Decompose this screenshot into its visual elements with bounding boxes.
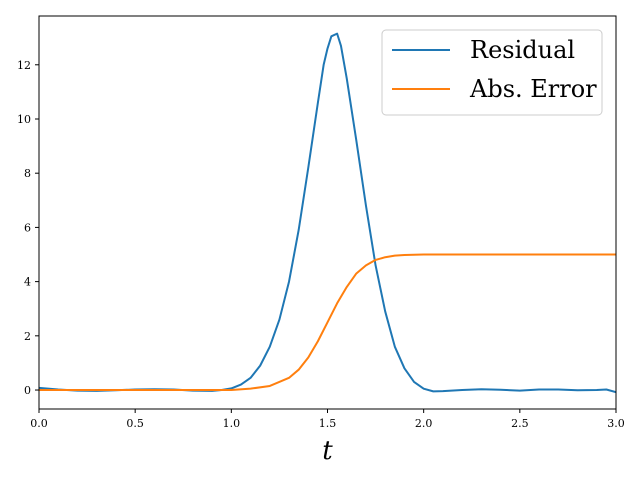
plot-area: [39, 32, 616, 394]
y-tick-label: 8: [24, 167, 31, 180]
legend-label: Residual: [470, 36, 575, 64]
y-tick-label: 12: [17, 59, 31, 72]
x-tick-label: 3.0: [607, 417, 625, 430]
legend: Residual Abs. Error: [381, 29, 603, 116]
y-tick-label: 2: [24, 330, 31, 343]
x-axis-title: t: [322, 436, 333, 466]
legend-label: Abs. Error: [469, 75, 597, 103]
x-tick-label: 0.0: [30, 417, 48, 430]
y-tick-label: 0: [24, 384, 31, 397]
x-tick-label: 0.5: [126, 417, 144, 430]
x-tick-label: 2.5: [511, 417, 529, 430]
y-tick-label: 6: [24, 221, 31, 234]
series-line-abs-error: [39, 253, 616, 392]
y-tick-label: 4: [24, 276, 31, 289]
y-tick-label: 10: [17, 113, 31, 126]
x-tick-label: 1.0: [223, 417, 241, 430]
axis-ticks: 0.0 0.5 1.0 1.5 2.0 2.5 3.0 0 2 4 6 8 10 12: [17, 59, 625, 430]
x-tick-label: 2.0: [415, 417, 433, 430]
legend-box: [381, 29, 603, 116]
x-tick-label: 1.5: [319, 417, 337, 430]
